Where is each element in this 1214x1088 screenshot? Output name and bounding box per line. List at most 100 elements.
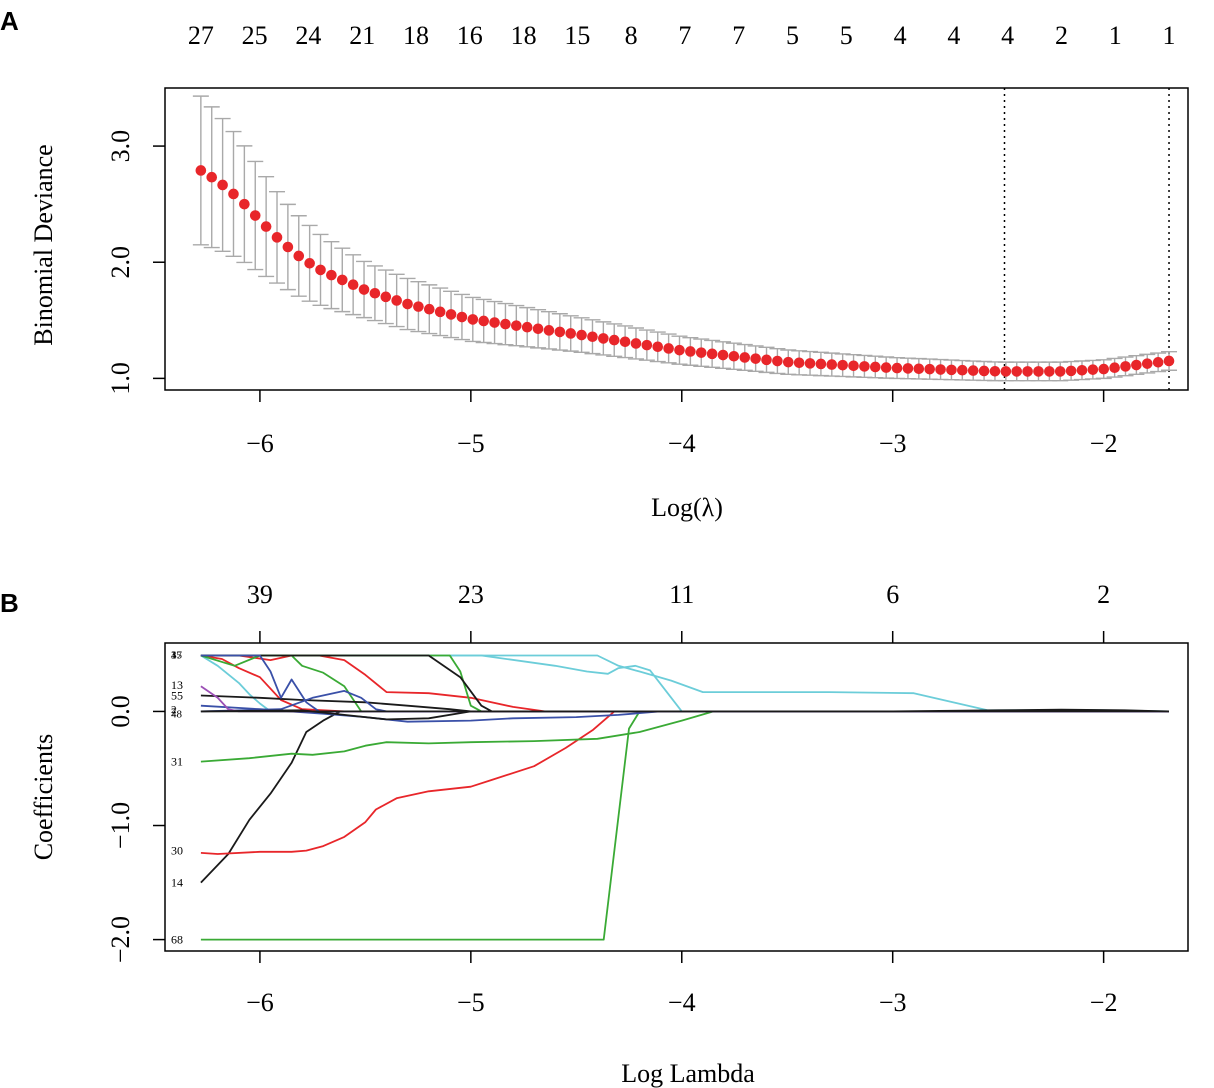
panel-a-deviance-point <box>282 241 294 253</box>
panel-a-deviance-point <box>326 269 337 281</box>
panel-b-curve-label: 31 <box>171 755 183 769</box>
panel-a-deviance-point <box>946 364 957 376</box>
panel-a-top-label: 15 <box>564 21 590 50</box>
panel-b-xtick-label: −3 <box>879 988 907 1017</box>
panel-b-curve-label: 55 <box>171 688 183 702</box>
panel-a-deviance-point <box>239 198 250 210</box>
panel-a-deviance-point <box>1109 362 1120 374</box>
panel-a-top-label: 7 <box>732 21 745 50</box>
panel-a-deviance-point <box>315 264 326 276</box>
panel-a-deviance-point <box>761 354 772 366</box>
panel-a-deviance-point <box>347 279 359 291</box>
panel-b-xtick-label: −4 <box>668 988 696 1017</box>
panel-a-deviance-point <box>478 315 489 327</box>
panel-b-curve-label: 30 <box>171 844 183 858</box>
panel-a-top-label: 16 <box>457 21 483 50</box>
panel-a-deviance-point <box>260 221 272 232</box>
panel-a-deviance-point <box>728 350 740 362</box>
panel-a-deviance-point <box>750 353 761 364</box>
panel-a-deviance-point <box>826 359 838 370</box>
panel-a-top-label: 4 <box>894 21 907 50</box>
coefficient-path <box>200 710 1169 941</box>
panel-b-curve-label: 13 <box>171 678 183 692</box>
panel-b-top-label: 2 <box>1097 580 1110 609</box>
panel-a-deviance-point <box>870 361 881 373</box>
panel-a-ylabel: Binomial Deviance <box>29 144 58 345</box>
panel-b-frame <box>164 642 1189 952</box>
panel-a-top-label: 18 <box>511 21 537 50</box>
panel-a-deviance-point <box>380 291 392 303</box>
panel-a-ytick-label: 2.0 <box>106 246 135 279</box>
panel-a-deviance-point <box>1054 366 1066 377</box>
panel-a-deviance-point <box>1098 363 1110 375</box>
panel-a-deviance-point <box>663 343 674 354</box>
panel-b-clutter-label: 2 <box>171 704 177 716</box>
panel-a-top-label: 7 <box>678 21 691 50</box>
panel-a-deviance-point <box>195 165 207 176</box>
panel-a-top-label: 8 <box>625 21 638 50</box>
panel-a-deviance-point <box>641 339 653 351</box>
panel-a-deviance-point <box>1033 366 1044 377</box>
panel-a-deviance-point <box>543 325 555 336</box>
panel-a-deviance-point <box>674 344 685 356</box>
panel-a-deviance-point <box>402 298 413 310</box>
panel-a-ytick-label: 3.0 <box>106 130 135 163</box>
panel-a-top-label: 2 <box>1055 21 1068 50</box>
panel-a-deviance-point <box>489 317 500 328</box>
panel-a-top-label: 18 <box>403 21 429 50</box>
panel-a-deviance-point <box>500 318 511 330</box>
panel-a-deviance-point <box>1011 366 1023 377</box>
panel-a-deviance-point <box>1087 364 1099 375</box>
panel-a-deviance-point <box>793 357 805 369</box>
panel-a-deviance-point <box>848 360 859 372</box>
panel-b-xlabel: Log Lambda <box>621 1059 755 1088</box>
panel-a-xlabel: Log(λ) <box>651 493 723 522</box>
panel-b-clutter-label: 35 <box>171 649 183 661</box>
coefficient-path <box>200 654 1169 713</box>
panel-a-top-label: 4 <box>947 21 960 50</box>
panel-a-deviance-point <box>967 365 979 376</box>
panel-b-xtick-label: −2 <box>1090 988 1118 1017</box>
panel-b-top-label: 23 <box>458 580 484 609</box>
coefficient-path <box>200 654 1169 713</box>
panel-a-deviance-point <box>695 347 707 358</box>
panel-a-top-label: 4 <box>1001 21 1014 50</box>
panel-a-deviance-point <box>228 188 239 200</box>
panel-a-deviance-point <box>957 364 968 376</box>
panel-a-deviance-point <box>565 328 577 339</box>
panel-a-deviance-point <box>717 349 729 361</box>
panel-a-deviance-point <box>554 326 566 338</box>
panel-b-xtick-label: −6 <box>246 988 274 1017</box>
panel-a-deviance-point <box>935 364 946 375</box>
panel-a-deviance-point <box>804 358 816 369</box>
panel-a-deviance-point <box>467 314 479 325</box>
panel-a-deviance-point <box>1065 365 1077 377</box>
panel-a-top-label: 27 <box>188 21 214 50</box>
panel-b-top-label: 39 <box>247 580 273 609</box>
panel-a-deviance-point <box>1163 355 1175 367</box>
panel-a-plot: −6 −5 −4 −3 −21.02.03.027 25 24 21 18 16 18 15 8 7 7 5 5… <box>106 21 1189 458</box>
panel-b-curve-label: 14 <box>171 876 183 890</box>
panel-a-top-label: 5 <box>840 21 853 50</box>
panel-a-deviance-point <box>1120 361 1131 372</box>
panel-a-deviance-point <box>434 306 446 318</box>
panel-label-a: A <box>0 6 19 36</box>
panel-a-deviance-point <box>608 334 620 346</box>
panel-a-deviance-point <box>598 333 609 344</box>
panel-a-deviance-point <box>1000 366 1012 377</box>
panel-a-frame <box>164 87 1189 391</box>
panel-a-top-label: 1 <box>1163 21 1176 50</box>
panel-a-deviance-point <box>423 303 435 315</box>
panel-a-deviance-point <box>249 210 261 221</box>
panel-a-deviance-point <box>206 171 218 183</box>
panel-a-xtick-label: −3 <box>879 429 907 458</box>
panel-a-deviance-point <box>924 363 935 375</box>
coefficient-path <box>200 654 1169 713</box>
panel-b-curve-label: 68 <box>171 933 183 947</box>
coefficient-path <box>200 694 1169 713</box>
panel-a-deviance-point <box>630 338 642 349</box>
panel-a-deviance-point <box>880 362 892 373</box>
panel-a-xtick-label: −6 <box>246 429 274 458</box>
panel-label-b: B <box>0 588 19 618</box>
